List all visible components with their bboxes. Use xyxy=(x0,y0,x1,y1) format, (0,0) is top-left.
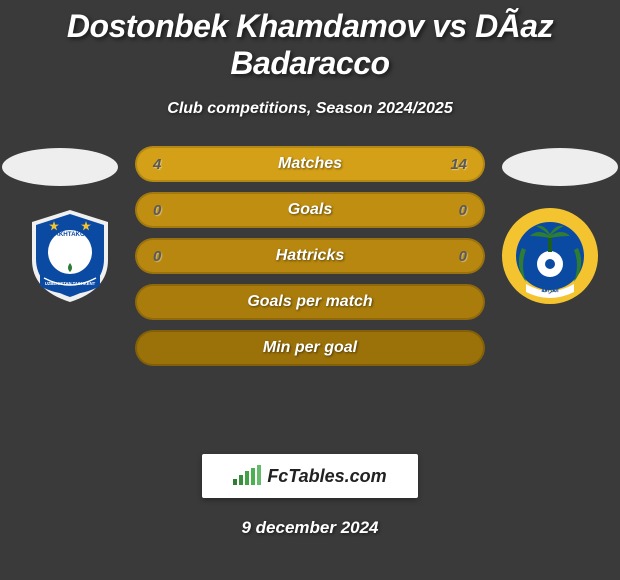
stat-right-value: 0 xyxy=(459,248,467,265)
club-logo-left: PAKHTAKOR UZBEKISTAN TASHKENT xyxy=(20,206,120,306)
stat-row-goals: 0 Goals 0 xyxy=(135,192,485,228)
stat-label: Hattricks xyxy=(276,247,344,265)
stat-label: Matches xyxy=(278,155,342,173)
algharafa-logo-icon: الغرافة xyxy=(500,206,600,306)
stat-row-min-per-goal: Min per goal xyxy=(135,330,485,366)
stat-row-goals-per-match: Goals per match xyxy=(135,284,485,320)
comparison-area: PAKHTAKOR UZBEKISTAN TASHKENT الغرافة 4 … xyxy=(0,146,620,446)
stat-left-value: 0 xyxy=(153,248,161,265)
player-photo-right xyxy=(502,148,618,186)
stat-left-value: 4 xyxy=(153,156,161,173)
stat-label: Min per goal xyxy=(263,339,357,357)
brand-text: FcTables.com xyxy=(267,466,386,487)
stat-label: Goals xyxy=(288,201,332,219)
stat-right-value: 0 xyxy=(459,202,467,219)
svg-text:UZBEKISTAN TASHKENT: UZBEKISTAN TASHKENT xyxy=(45,281,96,286)
bar-chart-icon xyxy=(233,465,261,487)
pakhtakor-logo-icon: PAKHTAKOR UZBEKISTAN TASHKENT xyxy=(20,206,120,306)
stats-column: 4 Matches 14 0 Goals 0 0 Hattricks 0 Goa… xyxy=(135,146,485,376)
stat-label: Goals per match xyxy=(247,293,372,311)
svg-text:PAKHTAKOR: PAKHTAKOR xyxy=(51,231,90,238)
stat-row-hattricks: 0 Hattricks 0 xyxy=(135,238,485,274)
club-logo-right: الغرافة xyxy=(500,206,600,306)
player-photo-left xyxy=(2,148,118,186)
subtitle: Club competitions, Season 2024/2025 xyxy=(0,100,620,118)
stat-row-matches: 4 Matches 14 xyxy=(135,146,485,182)
date-text: 9 december 2024 xyxy=(0,518,620,538)
stat-right-value: 14 xyxy=(450,156,467,173)
page-title: Dostonbek Khamdamov vs DÃ­az Badaracco xyxy=(0,0,620,82)
brand-badge: FcTables.com xyxy=(202,454,418,498)
svg-text:الغرافة: الغرافة xyxy=(541,287,559,294)
stat-left-value: 0 xyxy=(153,202,161,219)
